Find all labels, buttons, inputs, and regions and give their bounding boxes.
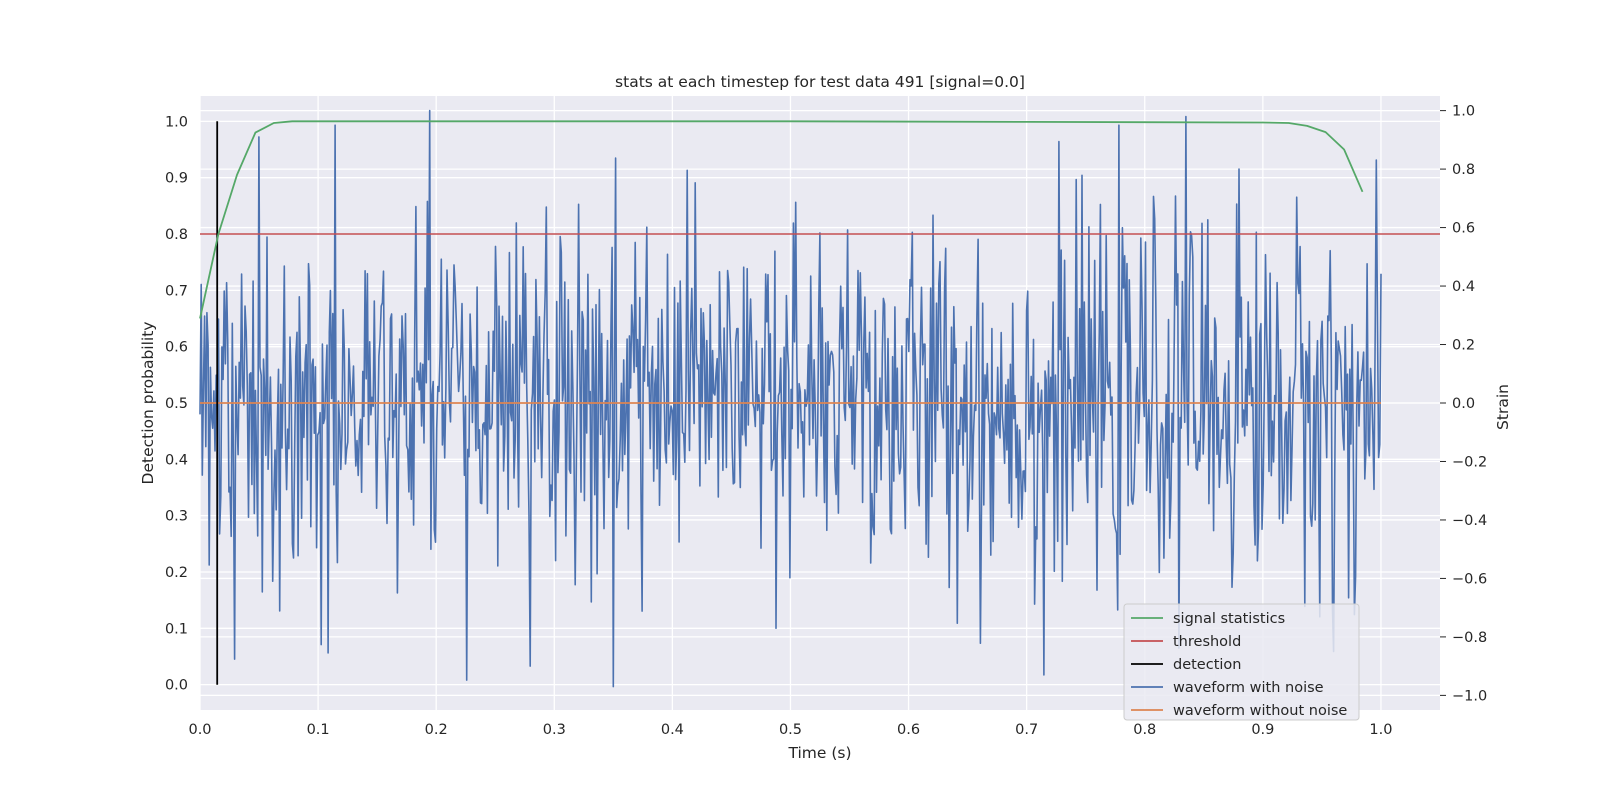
y-tick-label: 0.8 [165, 227, 188, 243]
y-tick-label: 0.2 [165, 565, 188, 581]
y2-tick-label: −0.6 [1452, 571, 1487, 587]
y-tick-label: 0.0 [165, 678, 188, 694]
legend-label: signal statistics [1173, 611, 1285, 627]
y-tick-label: 0.3 [165, 509, 188, 525]
y-tick-label: 0.6 [165, 340, 188, 356]
y2-tick-label: −1.0 [1452, 688, 1487, 704]
series-signal-statistics [199, 120, 1364, 319]
y-axis-label: Detection probability [139, 322, 157, 485]
series-waveform-with-noise [199, 109, 1382, 688]
y2-tick-labels: −1.0 −0.8 −0.6 −0.4 −0.2 0.0 0.2 0.4 0.6 0.8 1.0 [1440, 104, 1487, 704]
y2-tick-label: 0.4 [1452, 279, 1475, 295]
legend-label: waveform with noise [1173, 680, 1324, 696]
legend-label: threshold [1173, 634, 1241, 650]
y2-axis-label: Strain [1494, 384, 1512, 430]
x-tick-label: 0.4 [661, 722, 684, 738]
y-tick-label: 1.0 [165, 114, 188, 130]
y2-tick-label: 1.0 [1452, 104, 1475, 120]
y2-tick-label: 0.6 [1452, 221, 1475, 237]
legend: signal statistics threshold detection wavef… [1123, 603, 1360, 721]
x-axis-label: Time (s) [787, 744, 851, 762]
y2-tick-label: 0.8 [1452, 162, 1475, 178]
y2-tick-label: −0.4 [1452, 513, 1487, 529]
x-tick-label: 0.3 [543, 722, 566, 738]
series-layer [199, 109, 1440, 688]
x-tick-label: 0.6 [897, 722, 920, 738]
y2-tick-label: 0.0 [1452, 396, 1475, 412]
legend-box [1123, 603, 1360, 721]
chart-title: stats at each timestep for test data 491… [615, 73, 1025, 91]
x-tick-labels: 0.0 0.1 0.2 0.3 0.4 0.5 0.6 0.7 0.8 0.9 1.0 [188, 722, 1392, 738]
y-tick-labels: 0.0 0.1 0.2 0.3 0.4 0.5 0.6 0.7 0.8 0.9 1.0 [165, 114, 188, 693]
legend-label: detection [1173, 657, 1241, 673]
x-tick-label: 0.8 [1133, 722, 1156, 738]
x-tick-label: 0.7 [1015, 722, 1038, 738]
x-tick-label: 0.5 [779, 722, 802, 738]
y2-tick-label: −0.8 [1452, 630, 1487, 646]
y-tick-label: 0.5 [165, 396, 188, 412]
y2-tick-label: −0.2 [1452, 454, 1487, 470]
y-tick-label: 0.1 [165, 621, 188, 637]
x-tick-label: 1.0 [1369, 722, 1392, 738]
y-tick-label: 0.9 [165, 171, 188, 187]
x-tick-label: 0.9 [1251, 722, 1274, 738]
x-tick-label: 0.1 [307, 722, 330, 738]
x-tick-label: 0.0 [188, 722, 211, 738]
y2-tick-label: 0.2 [1452, 338, 1475, 354]
y-tick-label: 0.7 [165, 283, 188, 299]
y-tick-label: 0.4 [165, 452, 188, 468]
legend-label: waveform without noise [1173, 703, 1347, 719]
x-tick-label: 0.2 [425, 722, 448, 738]
